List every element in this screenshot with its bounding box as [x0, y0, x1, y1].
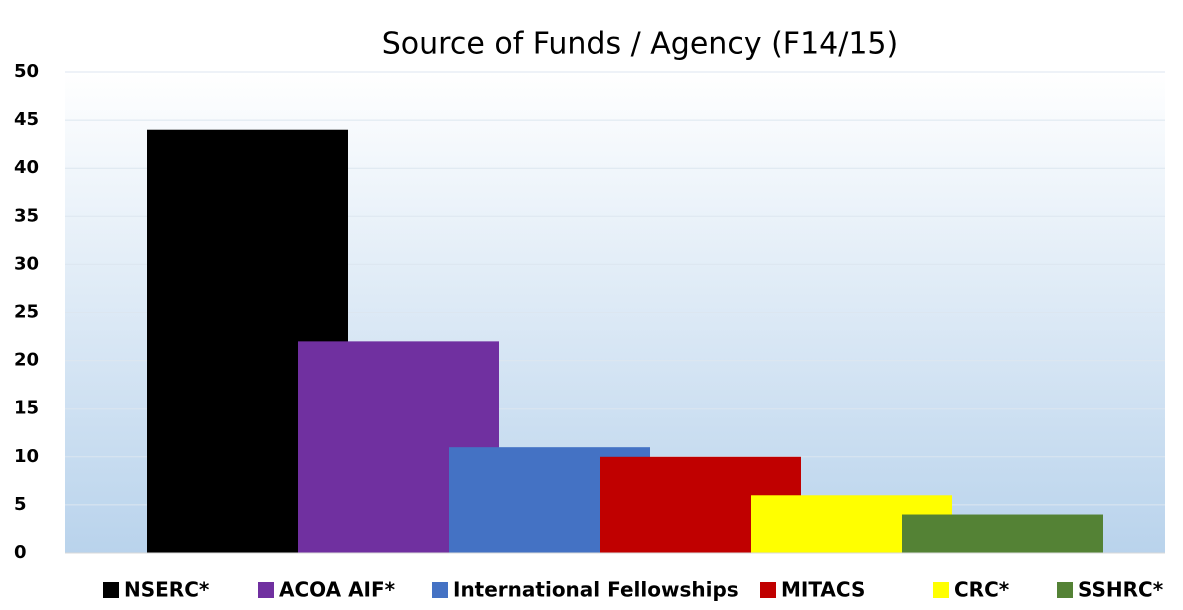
bar	[902, 514, 1103, 553]
legend-swatch	[933, 582, 949, 598]
y-tick-label: 40	[14, 157, 39, 178]
y-tick-label: 30	[14, 253, 39, 274]
legend-label: ACOA AIF*	[279, 578, 396, 602]
y-tick-label: 35	[14, 205, 39, 226]
y-tick-label: 10	[14, 446, 39, 467]
legend-swatch	[103, 582, 119, 598]
legend-label: SSHRC*	[1078, 578, 1164, 602]
y-tick-label: 50	[14, 61, 39, 82]
legend-label: MITACS	[781, 578, 865, 602]
y-tick-label: 25	[14, 302, 39, 323]
y-tick-label: 15	[14, 398, 39, 419]
legend-swatch	[258, 582, 274, 598]
y-tick-label: 45	[14, 109, 39, 130]
legend-swatch	[760, 582, 776, 598]
y-tick-label: 20	[14, 350, 39, 371]
legend-label: CRC*	[954, 578, 1010, 602]
chart-title: Source of Funds / Agency (F14/15)	[382, 27, 898, 62]
legend-label: International Fellowships	[453, 578, 739, 602]
y-tick-label: 5	[14, 494, 27, 515]
legend-swatch	[432, 582, 448, 598]
y-tick-label: 0	[14, 542, 27, 563]
legend-swatch	[1057, 582, 1073, 598]
legend-label: NSERC*	[124, 578, 210, 602]
